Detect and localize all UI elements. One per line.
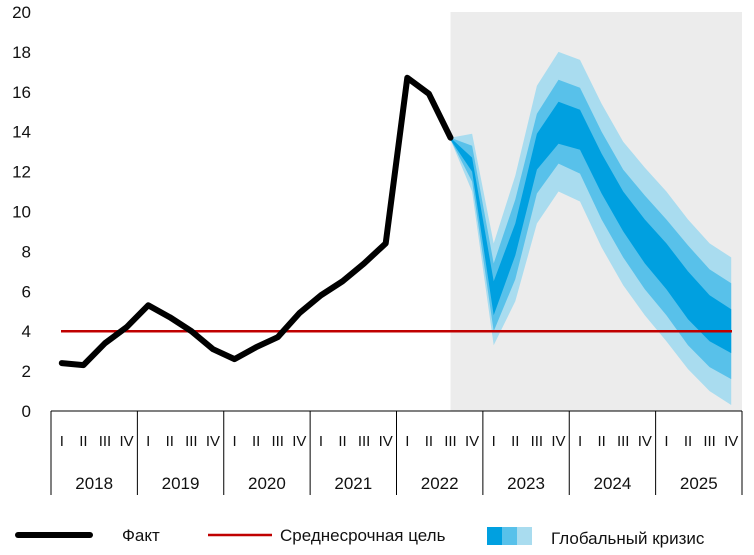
quarter-label: II <box>597 433 605 450</box>
quarter-label: I <box>60 433 64 450</box>
fan-band-1 <box>450 79 732 380</box>
y-tick-label: 14 <box>12 123 31 142</box>
year-label: 2024 <box>594 474 632 493</box>
legend-fact-label: Факт <box>122 526 160 545</box>
y-tick-label: 16 <box>12 83 31 102</box>
quarter-label: II <box>684 433 692 450</box>
quarter-label: II <box>425 433 433 450</box>
legend-fan-swatch-light <box>517 527 532 545</box>
fan-bands <box>450 51 732 406</box>
quarter-label: III <box>531 433 544 450</box>
quarter-label: III <box>617 433 630 450</box>
quarter-label: IV <box>551 433 565 450</box>
quarter-label: I <box>232 433 236 450</box>
fan-band-2 <box>450 101 732 354</box>
y-tick-label: 10 <box>12 203 31 222</box>
quarter-label: III <box>358 433 371 450</box>
year-label: 2019 <box>162 474 200 493</box>
year-label: 2018 <box>75 474 113 493</box>
quarter-label: I <box>146 433 150 450</box>
quarter-label: III <box>444 433 457 450</box>
quarter-label: III <box>99 433 112 450</box>
quarter-label: II <box>252 433 260 450</box>
y-tick-label: 12 <box>12 163 31 182</box>
quarter-label: III <box>271 433 284 450</box>
y-tick-label: 4 <box>22 322 31 341</box>
legend-fan-label: Глобальный кризис <box>551 529 705 548</box>
quarter-label: II <box>79 433 87 450</box>
year-label: 2025 <box>680 474 718 493</box>
quarter-label: II <box>511 433 519 450</box>
quarter-label: I <box>578 433 582 450</box>
legend: Факт Среднесрочная цель Глобальный кризи… <box>15 526 705 548</box>
year-label: 2020 <box>248 474 286 493</box>
quarter-label: IV <box>724 433 738 450</box>
year-label: 2022 <box>421 474 459 493</box>
y-tick-label: 20 <box>12 3 31 22</box>
quarter-label: II <box>338 433 346 450</box>
x-quarter-labels: I II III IV I II III IV I II III IV I II III IV I II III IV… <box>60 433 739 450</box>
quarter-label: I <box>664 433 668 450</box>
fan-band-0 <box>450 51 732 406</box>
legend-fan-swatch-dark <box>487 527 502 545</box>
quarter-label: I <box>319 433 323 450</box>
year-label: 2021 <box>334 474 372 493</box>
quarter-label: IV <box>638 433 652 450</box>
y-tick-labels: 0 2 4 6 8 10 12 14 16 18 20 <box>12 3 31 421</box>
quarter-label: IV <box>119 433 133 450</box>
quarter-label: I <box>492 433 496 450</box>
quarter-label: III <box>703 433 716 450</box>
y-tick-label: 2 <box>22 362 31 381</box>
fact-line <box>58 74 454 369</box>
year-label: 2023 <box>507 474 545 493</box>
y-tick-label: 18 <box>12 43 31 62</box>
quarter-label: IV <box>292 433 306 450</box>
axes <box>50 410 743 495</box>
y-tick-label: 0 <box>22 402 31 421</box>
quarter-label: IV <box>465 433 479 450</box>
quarter-label: I <box>405 433 409 450</box>
quarter-label: IV <box>379 433 393 450</box>
quarter-label: IV <box>206 433 220 450</box>
x-year-labels: 2018 2019 2020 2021 2022 2023 2024 2025 <box>75 474 717 493</box>
quarter-label: III <box>185 433 198 450</box>
y-tick-label: 8 <box>22 242 31 261</box>
legend-fan-swatch-mid <box>502 527 517 545</box>
y-tick-label: 6 <box>22 282 31 301</box>
quarter-label: II <box>166 433 174 450</box>
legend-target-label: Среднесрочная цель <box>280 526 446 545</box>
